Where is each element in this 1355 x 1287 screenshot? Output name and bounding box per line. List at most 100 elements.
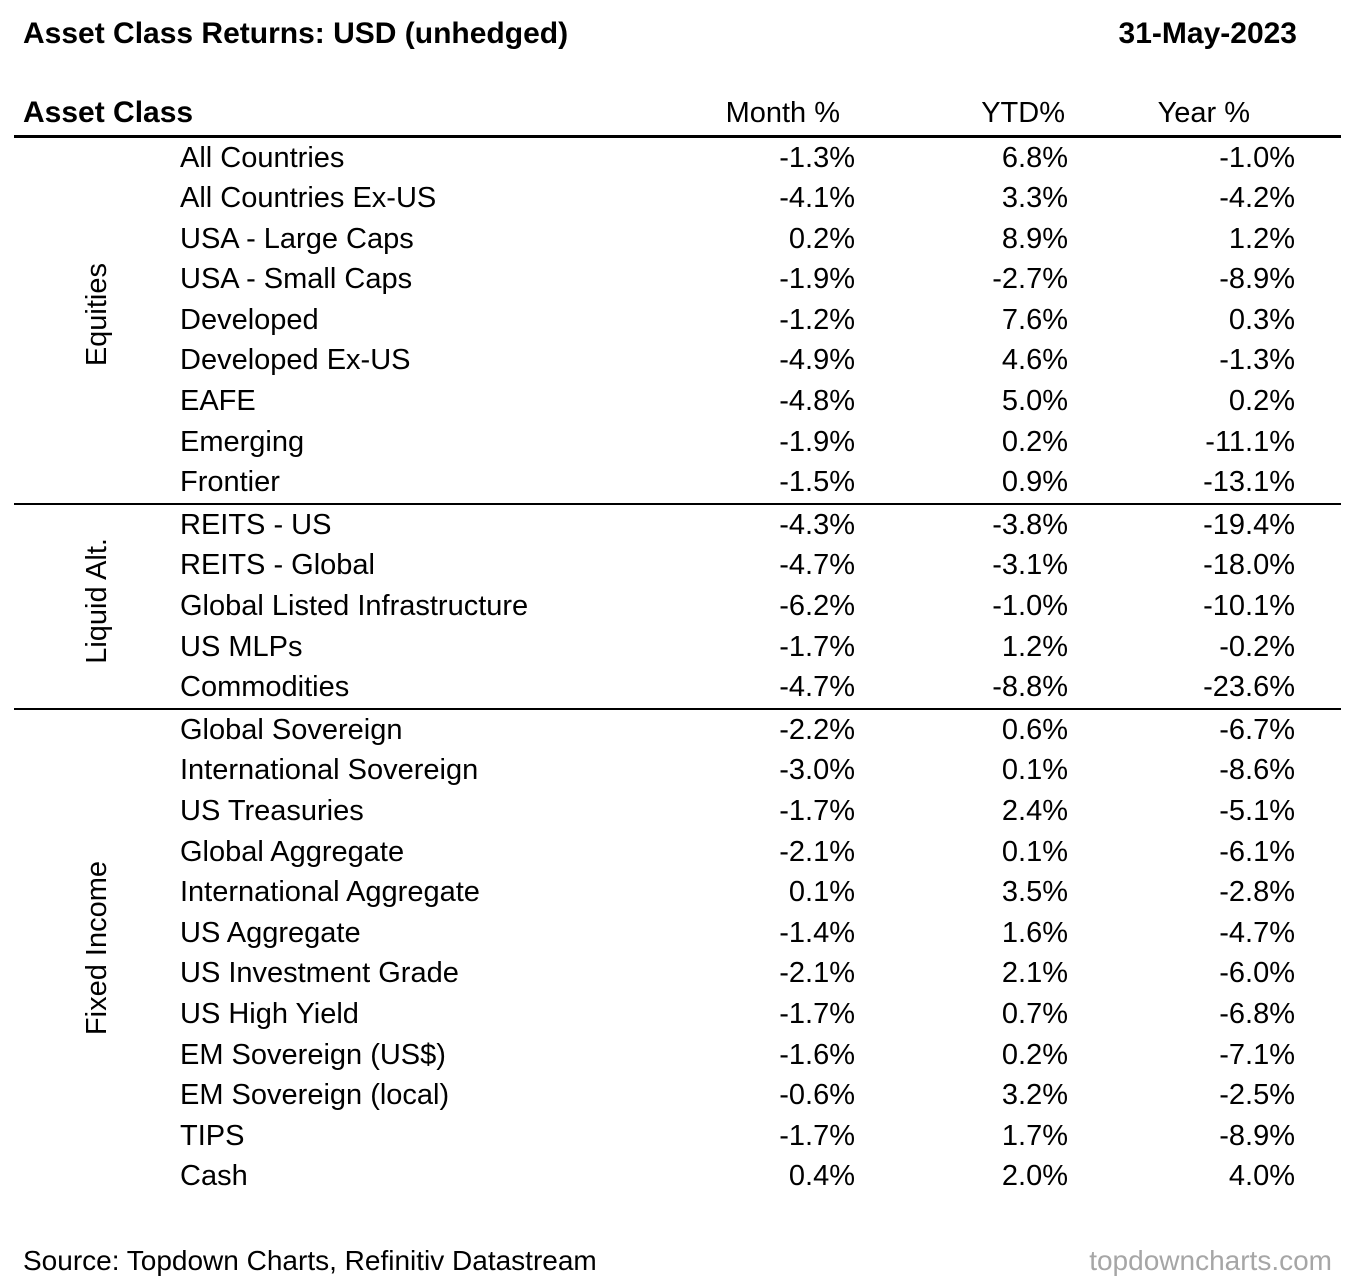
ytd-value-cell: -8.8% [992, 671, 1069, 704]
group-label-text: Fixed Income [81, 860, 113, 1035]
asset-name-cell: US High Yield [180, 997, 359, 1030]
table-row: US Treasuries -1.7% 2.4% -5.1% [14, 791, 1341, 832]
year-value-cell: 0.2% [1228, 385, 1296, 418]
month-value-cell: -3.0% [779, 754, 856, 787]
asset-name-cell: All Countries [180, 141, 345, 174]
month-value-cell: -2.1% [779, 957, 856, 990]
asset-name-cell: EAFE [180, 385, 256, 418]
month-value-cell: -1.7% [779, 630, 856, 663]
asset-name-cell: Global Aggregate [180, 835, 405, 868]
asset-name-cell: Commodities [180, 671, 350, 704]
year-value-cell: -1.3% [1219, 344, 1296, 377]
asset-name-cell: USA - Large Caps [180, 222, 414, 255]
table-row: US MLPs -1.7% 1.2% -0.2% [14, 627, 1341, 668]
ytd-value-cell: 0.6% [1001, 713, 1069, 746]
month-value-cell: -1.7% [779, 1119, 856, 1152]
asset-name-cell: Frontier [180, 466, 280, 499]
year-value-cell: -19.4% [1203, 508, 1296, 541]
table-row: US Investment Grade -2.1% 2.1% -6.0% [14, 953, 1341, 994]
year-value-cell: -13.1% [1203, 466, 1296, 499]
ytd-value-cell: 0.2% [1001, 1038, 1069, 1071]
asset-name-cell: International Sovereign [180, 754, 479, 787]
table-row: Developed Ex-US -4.9% 4.6% -1.3% [14, 340, 1341, 381]
month-value-cell: 0.4% [788, 1160, 856, 1193]
month-value-cell: -6.2% [779, 590, 856, 623]
table-row: Global Listed Infrastructure -6.2% -1.0% -1… [14, 586, 1341, 627]
table-row: Frontier -1.5% 0.9% -13.1% [14, 462, 1341, 504]
page-title: Asset Class Returns: USD (unhedged) [23, 17, 569, 50]
ytd-value-cell: 2.0% [1001, 1160, 1069, 1193]
year-value-cell: -23.6% [1203, 671, 1296, 704]
asset-name-cell: EM Sovereign (local) [180, 1079, 450, 1112]
year-value-cell: -11.1% [1205, 425, 1296, 458]
year-value-cell: -0.2% [1219, 630, 1296, 663]
asset-name-cell: International Aggregate [180, 876, 480, 909]
ytd-value-cell: -3.1% [992, 549, 1069, 582]
table-header-row: Asset Class Month % YTD% Year % [14, 90, 1341, 136]
year-value-cell: -4.2% [1219, 182, 1296, 215]
year-value-cell: 4.0% [1228, 1160, 1296, 1193]
asset-name-cell: USA - Small Caps [180, 263, 413, 296]
month-value-cell: -2.2% [779, 713, 856, 746]
year-value-cell: -7.1% [1219, 1038, 1296, 1071]
group-label-text: Liquid Alt. [81, 537, 113, 664]
website-text: topdowncharts.com [1089, 1245, 1332, 1276]
ytd-value-cell: 3.2% [1001, 1079, 1069, 1112]
asset-name-cell: All Countries Ex-US [180, 182, 437, 215]
ytd-value-cell: 4.6% [1001, 344, 1069, 377]
year-value-cell: -8.9% [1219, 263, 1296, 296]
asset-name-cell: Global Sovereign [180, 713, 403, 746]
asset-name-cell: REITS - US [180, 508, 332, 541]
group-label-cell-equities: Equities [14, 136, 180, 504]
ytd-value-cell: 7.6% [1001, 303, 1069, 336]
month-value-cell: -4.3% [779, 508, 856, 541]
source-note: Source: Topdown Charts, Refinitiv Datast… [23, 1245, 597, 1276]
table-row: EAFE -4.8% 5.0% 0.2% [14, 381, 1341, 422]
month-value-cell: -4.7% [779, 671, 856, 704]
table-row: International Aggregate 0.1% 3.5% -2.8% [14, 872, 1341, 913]
month-value-cell: -1.7% [779, 997, 856, 1030]
footer: Source: Topdown Charts, Refinitiv Datast… [23, 1245, 1332, 1277]
year-value-cell: -10.1% [1203, 590, 1296, 623]
table-row: Global Aggregate -2.1% 0.1% -6.1% [14, 832, 1341, 873]
ytd-value-cell: -1.0% [992, 590, 1069, 623]
ytd-value-cell: 3.5% [1001, 876, 1069, 909]
table-row: REITS - Global -4.7% -3.1% -18.0% [14, 545, 1341, 586]
ytd-value-cell: 2.4% [1001, 795, 1069, 827]
asset-name-cell: TIPS [180, 1119, 245, 1152]
month-value-cell: -1.2% [779, 303, 856, 336]
month-value-cell: -4.1% [779, 182, 856, 215]
year-value-cell: -6.0% [1219, 957, 1296, 990]
asset-name-cell: REITS - Global [180, 549, 375, 582]
table-row: USA - Small Caps -1.9% -2.7% -8.9% [14, 259, 1341, 300]
asset-name-cell: US Investment Grade [180, 957, 459, 990]
month-value-cell: -0.6% [779, 1079, 856, 1112]
group-label-text: Equities [81, 262, 113, 366]
table-row: TIPS -1.7% 1.7% -8.9% [14, 1116, 1341, 1157]
table-row: US Aggregate -1.4% 1.6% -4.7% [14, 913, 1341, 954]
year-value-cell: -4.7% [1219, 916, 1296, 949]
year-value-cell: 1.2% [1228, 222, 1296, 255]
table-row: Emerging -1.9% 0.2% -11.1% [14, 422, 1341, 463]
table-row: EM Sovereign (local) -0.6% 3.2% -2.5% [14, 1075, 1341, 1116]
ytd-value-cell: -2.7% [992, 263, 1069, 296]
group-equities: Equities All Countries -1.3% 6.8% -1.0% All C… [14, 136, 1341, 504]
year-value-cell: -2.8% [1219, 876, 1296, 909]
ytd-value-cell: 1.7% [1001, 1119, 1069, 1152]
month-value-cell: -4.9% [779, 344, 856, 377]
returns-table: Asset Class Month % YTD% Year % Equities… [14, 90, 1342, 1197]
table-row: Developed -1.2% 7.6% 0.3% [14, 300, 1341, 341]
asset-name-cell: Developed [180, 303, 319, 336]
year-value-cell: -8.9% [1219, 1119, 1296, 1152]
month-value-cell: -4.8% [779, 385, 856, 418]
year-value-cell: -6.1% [1219, 835, 1296, 868]
asset-name-cell: US MLPs [180, 630, 303, 663]
month-value-cell: -1.7% [779, 795, 856, 827]
table-row: EM Sovereign (US$) -1.6% 0.2% -7.1% [14, 1035, 1341, 1076]
ytd-value-cell: 5.0% [1001, 385, 1069, 418]
year-value-cell: -6.7% [1219, 713, 1296, 746]
table-row: International Sovereign -3.0% 0.1% -8.6% [14, 750, 1341, 791]
month-value-cell: -4.7% [779, 549, 856, 582]
ytd-value-cell: 0.2% [1001, 425, 1069, 458]
ytd-value-cell: 0.7% [1001, 997, 1069, 1030]
